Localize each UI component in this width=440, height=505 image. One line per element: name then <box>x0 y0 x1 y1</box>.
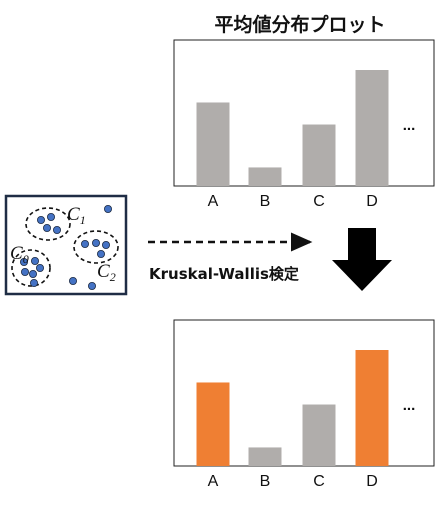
bottom-category-label: C <box>313 473 325 490</box>
top-bar-c <box>302 124 336 186</box>
top-category-label: A <box>208 193 219 210</box>
data-point <box>97 249 106 258</box>
data-point <box>53 225 62 234</box>
down-arrow-icon <box>332 228 392 291</box>
top-category-label: B <box>260 193 271 210</box>
data-point <box>92 238 101 247</box>
top-chart-ellipsis: ... <box>403 117 416 134</box>
data-point <box>43 223 52 232</box>
bottom-bar-d <box>355 350 389 466</box>
data-point <box>47 212 56 221</box>
top-bar-chart: A B C D <box>196 70 389 210</box>
cluster-c0-ellipse <box>11 249 51 287</box>
top-bar-d <box>355 70 389 186</box>
bottom-category-label: D <box>366 473 378 490</box>
bottom-chart-ellipsis: ... <box>403 397 416 414</box>
bottom-bar-a <box>196 382 230 466</box>
top-category-label: D <box>366 193 378 210</box>
data-points <box>19 204 113 290</box>
data-point <box>19 257 28 266</box>
data-point <box>37 215 46 224</box>
cluster-c1-ellipse <box>25 207 71 241</box>
data-point <box>102 240 111 249</box>
data-point <box>29 278 38 287</box>
data-point <box>30 256 39 265</box>
bottom-category-label: B <box>260 473 271 490</box>
data-point <box>88 281 97 290</box>
data-point <box>81 239 90 248</box>
cluster-c0-label: C0 <box>10 243 29 266</box>
plot-title: 平均値分布プロット <box>214 13 385 36</box>
data-point <box>69 276 78 285</box>
cluster-c2-ellipse <box>73 230 119 264</box>
data-point <box>20 267 29 276</box>
bottom-bar-b <box>248 447 282 466</box>
data-point <box>28 269 37 278</box>
data-point <box>104 204 113 213</box>
top-bar-a <box>196 102 230 186</box>
cluster-c1-label: C1 <box>67 204 86 227</box>
test-label: Kruskal-Wallis検定 <box>149 265 299 283</box>
top-bar-b <box>248 167 282 186</box>
data-point <box>36 263 45 272</box>
bottom-bar-c <box>302 404 336 466</box>
bottom-bar-chart: A B C D <box>196 350 389 490</box>
cluster-c2-label: C2 <box>97 261 116 284</box>
bottom-category-label: A <box>208 473 219 490</box>
top-category-label: C <box>313 193 325 210</box>
